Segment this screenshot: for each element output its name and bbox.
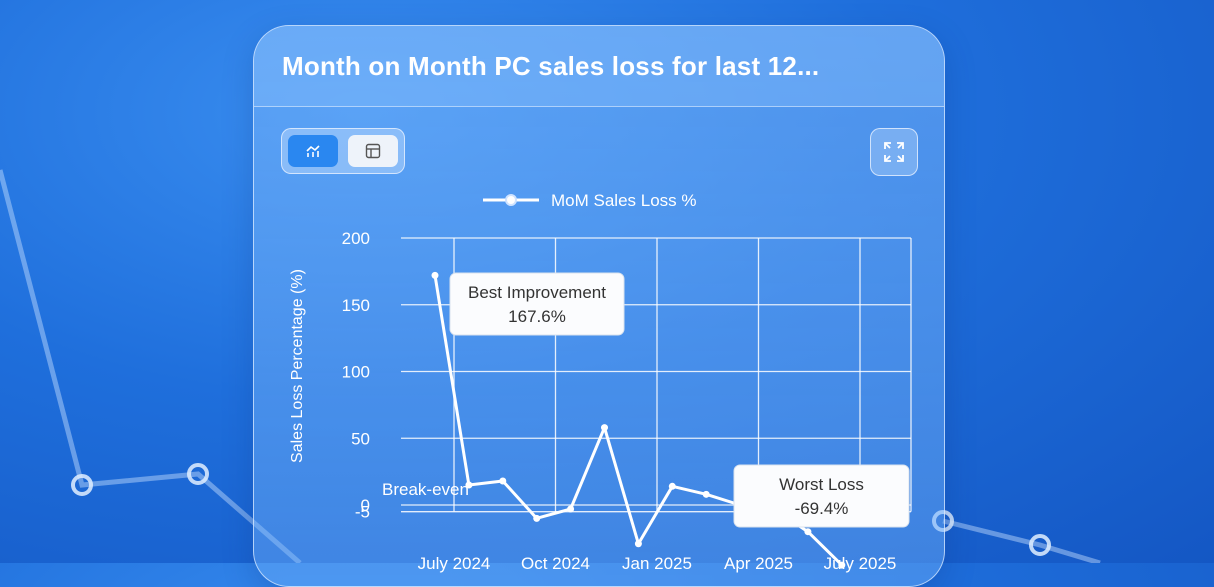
line-chart: 200 150 100 50 0-5 July 2024 Oct 2024 Jan 2025…: [289, 191, 912, 573]
best-improvement-callout-label: Best Improvement: [468, 283, 606, 302]
x-tick-label: Apr 2025: [724, 554, 793, 573]
data-point[interactable]: [804, 528, 812, 536]
chart-card: Month on Month PC sales loss for last 12…: [253, 25, 945, 587]
y-axis-label: Sales Loss Percentage (%): [289, 269, 306, 463]
best-improvement-callout-box: [449, 272, 625, 336]
data-point[interactable]: [465, 481, 473, 489]
x-axis-ticks: July 2024 Oct 2024 Jan 2025 Apr 2025 July 20…: [418, 554, 897, 573]
data-point[interactable]: [533, 514, 541, 522]
best-improvement-callout-value: 167.6%: [508, 307, 566, 326]
data-point[interactable]: [668, 482, 676, 490]
line-chart-icon: [306, 145, 320, 157]
data-point[interactable]: [702, 490, 710, 498]
worst-loss-callout-box: [733, 464, 910, 528]
card-header: Month on Month PC sales loss for last 12…: [254, 26, 944, 107]
legend[interactable]: MoM Sales Loss %: [483, 191, 697, 210]
expand-icon: [884, 142, 904, 162]
y-tick-label: 100: [342, 363, 370, 382]
worst-loss-callout-label: Worst Loss: [779, 475, 864, 494]
y-tick-label: 200: [342, 229, 370, 248]
data-point[interactable]: [634, 540, 642, 548]
y-tick-label: -5: [355, 503, 370, 522]
worst-loss-callout: Worst Loss -69.4%: [733, 464, 910, 528]
legend-marker: [505, 194, 517, 206]
chart-annotations: Best Improvement 167.6% Worst Loss -69.4% Br…: [382, 272, 910, 528]
break-even-label: Break-even: [382, 480, 469, 499]
expand-button[interactable]: [870, 128, 918, 176]
view-toggle: [281, 128, 405, 174]
legend-label: MoM Sales Loss %: [551, 191, 697, 210]
chart-view-button[interactable]: [288, 135, 338, 167]
table-view-button[interactable]: [348, 135, 398, 167]
worst-loss-callout-value: -69.4%: [795, 499, 849, 518]
y-axis-ticks: 200 150 100 50 0-5: [342, 229, 370, 522]
table-icon: [365, 143, 381, 159]
x-tick-label: July 2024: [418, 554, 491, 573]
y-tick-label: 0: [361, 496, 370, 515]
x-tick-label: Oct 2024: [521, 554, 590, 573]
data-point[interactable]: [567, 505, 575, 513]
data-point[interactable]: [499, 477, 507, 485]
card-title: Month on Month PC sales loss for last 12…: [282, 50, 820, 81]
best-improvement-callout: Best Improvement 167.6%: [449, 272, 625, 336]
x-tick-label: Jan 2025: [622, 554, 692, 573]
y-tick-label: 150: [342, 296, 370, 315]
y-tick-label: 50: [351, 429, 370, 448]
data-point[interactable]: [601, 424, 608, 432]
data-point[interactable]: [431, 271, 439, 279]
